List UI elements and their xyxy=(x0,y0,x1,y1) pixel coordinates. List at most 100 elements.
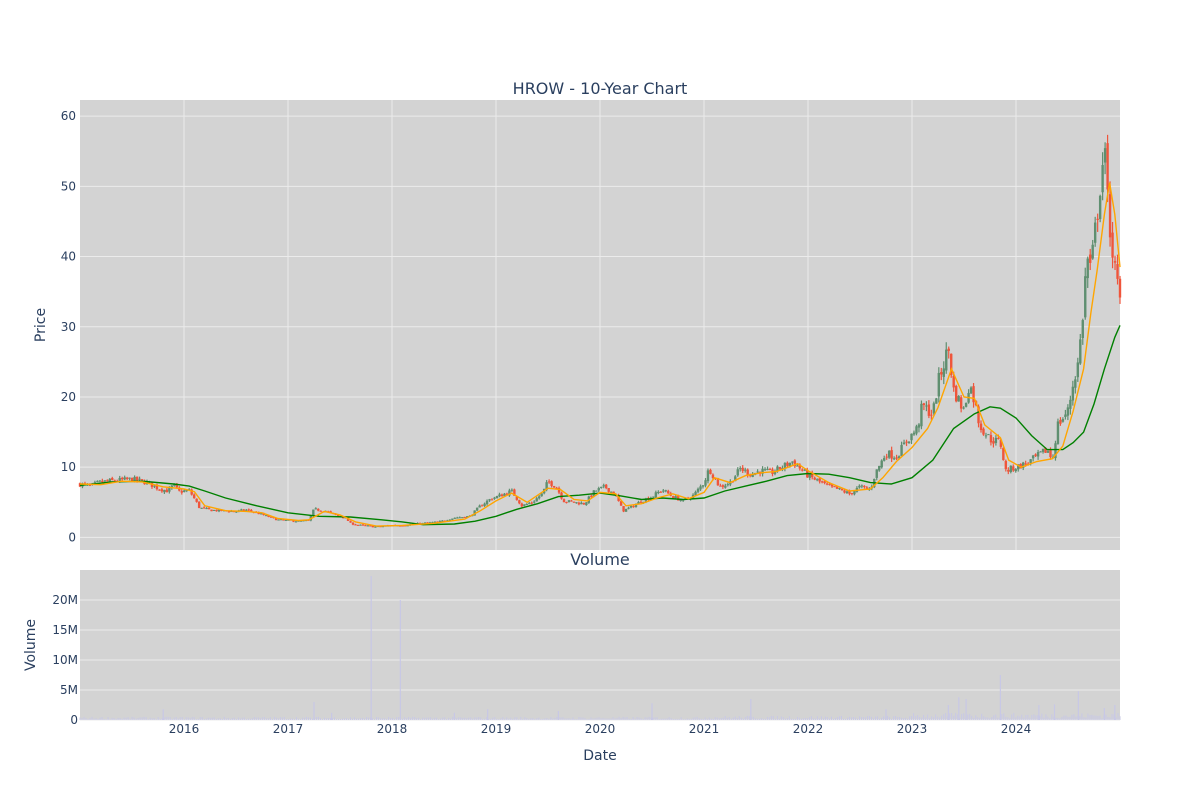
candle-body xyxy=(917,424,921,428)
candle-body xyxy=(756,471,759,473)
candle-body xyxy=(513,489,516,496)
candle-body xyxy=(724,485,727,488)
candle-body xyxy=(163,489,166,493)
candle-body xyxy=(607,487,610,492)
candle-body xyxy=(989,435,993,443)
candle-body xyxy=(597,488,600,491)
candle-body xyxy=(1098,195,1102,220)
candle-body xyxy=(247,509,250,511)
candle-body xyxy=(987,434,990,436)
candle-body xyxy=(820,481,824,483)
candle-body xyxy=(570,500,573,502)
candle-body xyxy=(155,484,159,490)
candle-body xyxy=(1056,421,1060,444)
price-y-tick-label: 30 xyxy=(61,320,76,334)
price-y-tick-label: 20 xyxy=(61,390,76,404)
candle-body xyxy=(480,505,484,507)
price-y-tick-label: 50 xyxy=(61,179,76,193)
candle-body xyxy=(403,525,407,527)
candle-body xyxy=(783,462,787,469)
candle-body xyxy=(964,402,968,407)
candle-body xyxy=(634,504,638,507)
candle-body xyxy=(518,500,521,504)
candle-body xyxy=(485,500,489,505)
candle-body xyxy=(1041,448,1045,452)
candle-body xyxy=(947,348,950,351)
candle-body xyxy=(915,426,918,434)
candle-body xyxy=(920,403,923,427)
candle-body xyxy=(997,438,1000,440)
candle-body xyxy=(510,489,514,491)
candle-body xyxy=(900,444,903,457)
candle-body xyxy=(451,518,454,520)
candle-body xyxy=(1106,143,1109,190)
candle-body xyxy=(865,487,869,489)
candle-body xyxy=(274,518,278,521)
candle-body xyxy=(508,490,511,496)
candle-body xyxy=(711,474,715,478)
candle-body xyxy=(791,461,794,463)
candle-body xyxy=(277,519,280,521)
candle-body xyxy=(381,526,385,528)
candle-body xyxy=(118,477,121,482)
candle-body xyxy=(1029,459,1032,464)
candle-body xyxy=(672,496,675,499)
candle-body xyxy=(1049,450,1052,458)
candle-body xyxy=(528,503,531,505)
candle-body xyxy=(798,464,802,469)
candle-body xyxy=(120,477,124,480)
candle-body xyxy=(550,481,553,486)
x-ticks: 2016 2017 2018 2019 2020 2021 2022 2023 2024 xyxy=(169,722,1032,736)
price-y-ticks: 0 10 20 30 40 50 60 xyxy=(61,109,76,544)
candle-body xyxy=(190,489,193,495)
candle-body xyxy=(585,502,588,506)
candle-body xyxy=(123,477,126,480)
candle-body xyxy=(858,485,861,488)
candle-body xyxy=(778,466,782,470)
candle-body xyxy=(992,441,995,444)
candle-body xyxy=(942,368,945,377)
candle-body xyxy=(500,494,504,497)
candle-body xyxy=(907,441,911,443)
candle-body xyxy=(950,353,953,376)
candle-body xyxy=(1017,464,1020,470)
candle-body xyxy=(580,502,583,505)
candle-body xyxy=(726,484,730,486)
candle-body xyxy=(264,515,268,517)
candle-body xyxy=(547,481,551,483)
candle-body xyxy=(210,509,213,512)
candle-body xyxy=(168,488,171,492)
candle-body xyxy=(1118,278,1122,298)
volume-bars xyxy=(79,576,1121,720)
candle-body xyxy=(1071,386,1075,401)
candle-body xyxy=(108,478,111,482)
candle-body xyxy=(329,511,332,513)
candle-body xyxy=(796,465,799,467)
candle-body xyxy=(1044,448,1047,453)
candle-body xyxy=(215,509,218,512)
candle-body xyxy=(1021,462,1025,468)
candle-body xyxy=(605,484,608,489)
candle-body xyxy=(706,470,710,482)
candle-body xyxy=(1069,399,1072,409)
candle-body xyxy=(637,502,640,505)
candle-body xyxy=(840,488,844,491)
candle-body xyxy=(267,515,270,517)
candle-body xyxy=(545,482,548,490)
candle-body xyxy=(659,491,663,493)
price-y-tick-label: 60 xyxy=(61,109,76,123)
candle-body xyxy=(843,490,846,493)
candle-body xyxy=(1046,451,1050,453)
candle-body xyxy=(768,469,772,471)
candle-body xyxy=(130,477,134,482)
candle-body xyxy=(786,462,789,466)
candle-body xyxy=(709,469,712,474)
candle-body xyxy=(192,494,196,499)
candle-body xyxy=(887,450,891,458)
candle-body xyxy=(212,509,216,511)
candle-body xyxy=(250,510,253,512)
candle-body xyxy=(897,456,901,459)
x-tick-label: 2022 xyxy=(793,722,824,736)
candle-body xyxy=(850,493,854,495)
ma-short-line xyxy=(79,182,1121,527)
